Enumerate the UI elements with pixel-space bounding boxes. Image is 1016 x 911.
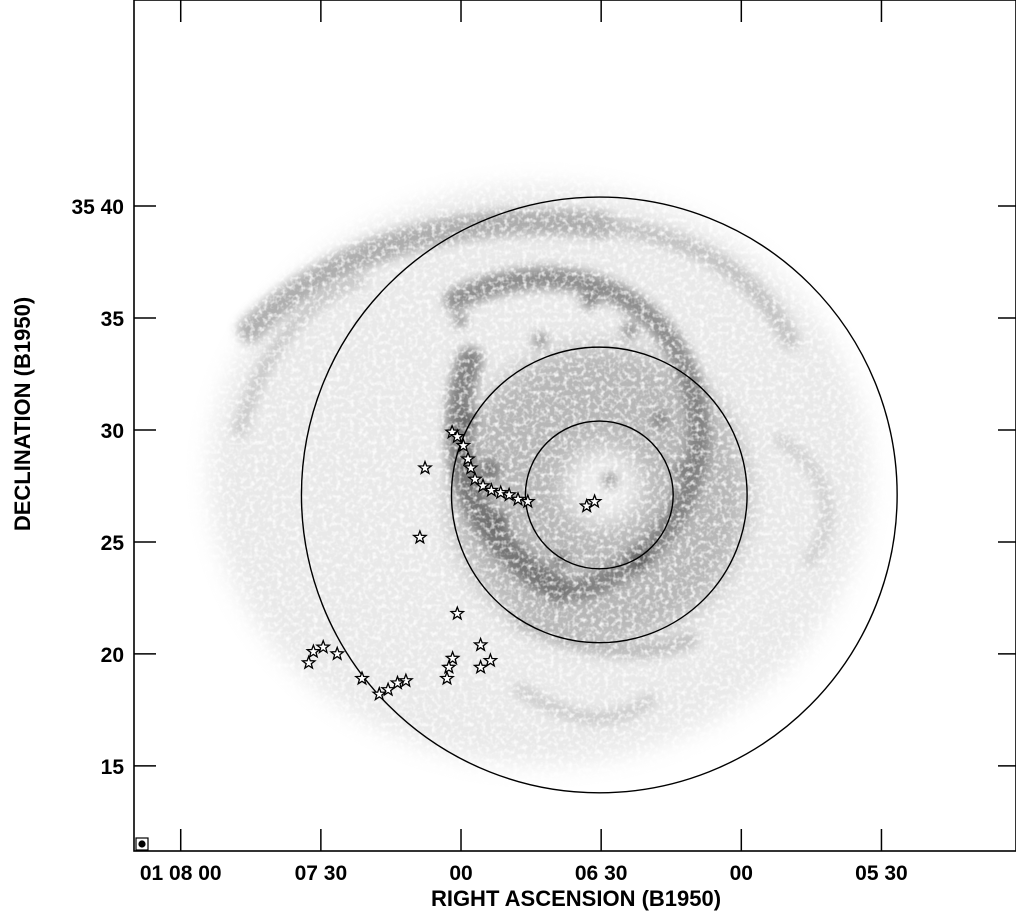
x-tick-label: 07 30	[295, 862, 348, 885]
star-marker	[483, 481, 500, 498]
star-marker	[354, 670, 371, 686]
star-marker	[305, 643, 322, 659]
plot-frame	[133, 0, 1016, 852]
star-marker	[300, 654, 317, 670]
star-marker	[329, 645, 346, 661]
x-axis-label: RIGHT ASCENSION (B1950)	[431, 886, 721, 911]
star-marker	[315, 638, 332, 655]
star-marker	[440, 659, 457, 675]
y-tick-label: 35	[101, 308, 125, 331]
star-marker	[411, 529, 428, 545]
star-markers	[300, 423, 603, 702]
star-marker	[462, 459, 479, 475]
star-marker	[455, 437, 472, 453]
star-marker	[459, 450, 476, 466]
star-marker	[510, 491, 526, 507]
x-tick-label: 00	[730, 862, 753, 885]
ring	[524, 420, 674, 570]
ring-overlays	[300, 196, 898, 794]
star-marker	[397, 672, 414, 688]
star-marker	[472, 636, 489, 652]
x-tick-label: 01 08 00	[140, 862, 222, 885]
star-marker	[586, 493, 603, 509]
star-marker	[472, 659, 489, 675]
star-marker	[449, 428, 466, 444]
axis-tick-labels: 01 08 00 07 30 00 06 30 00 05 30 35 40 35 30 25 20…	[71, 196, 907, 885]
x-tick-label: 06 30	[575, 862, 628, 885]
star-marker	[482, 652, 499, 668]
y-axis-label: DECLINATION (B1950)	[10, 297, 35, 531]
beam-marker	[135, 837, 149, 851]
star-marker	[501, 486, 518, 502]
star-marker	[519, 493, 536, 509]
y-tick-label: 30	[101, 420, 124, 443]
y-tick-label: 35 40	[71, 196, 124, 219]
star-marker	[439, 670, 455, 686]
y-tick-label: 20	[101, 644, 124, 667]
star-marker	[466, 470, 483, 487]
star-marker	[371, 685, 388, 702]
axis-ticks	[134, 0, 1016, 851]
y-tick-label: 15	[101, 756, 125, 779]
star-marker	[492, 484, 509, 500]
star-marker	[389, 674, 406, 690]
y-tick-label: 25	[101, 532, 125, 555]
x-tick-label: 05 30	[855, 862, 908, 885]
star-marker	[449, 605, 466, 621]
star-marker	[417, 459, 433, 475]
star-marker	[380, 681, 397, 697]
ring	[450, 346, 748, 644]
star-marker	[444, 650, 461, 666]
ring	[300, 196, 898, 794]
x-tick-label: 00	[449, 862, 472, 885]
star-marker	[475, 477, 492, 493]
